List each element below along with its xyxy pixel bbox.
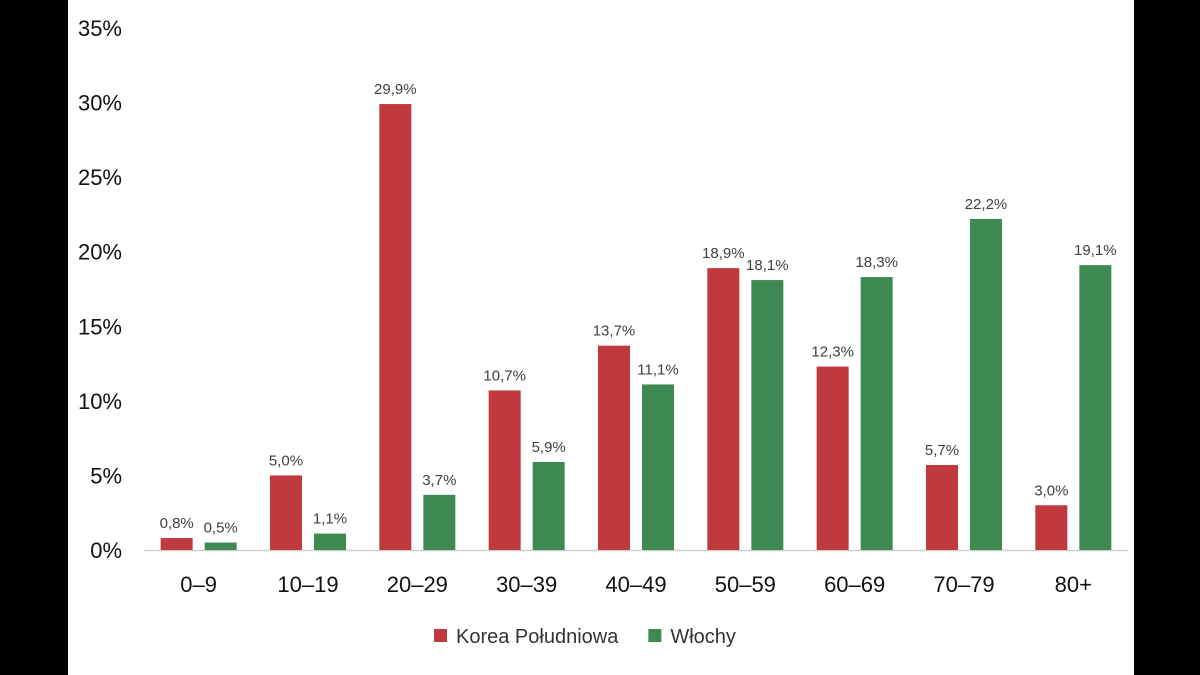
data-labels-group: 0,8% 0,5% 5,0% 1,1% 29,9% 3,7% 10,7% 5,9% 13,7% 1… [160,81,1117,536]
chart-panel: 0% 5% 10% 15% 20% 25% 30% 35% 0,8% 0,5% 5,0% 1,1% 2… [68,0,1134,675]
data-label: 18,1% [746,257,789,274]
x-tick-label: 20–29 [387,572,448,597]
data-label: 3,7% [422,472,456,489]
bar-wlochy [423,494,456,550]
y-tick-label: 15% [78,314,122,339]
y-tick-label: 0% [90,538,122,563]
legend: Korea Południowa Włochy [434,626,736,648]
data-label: 5,7% [925,442,959,459]
x-tick-label: 50–59 [715,572,776,597]
bar-wlochy [532,462,565,550]
bar-wlochy [751,280,784,550]
data-label: 5,9% [532,439,566,456]
bar-korea [270,475,302,550]
data-label: 5,0% [269,452,303,469]
bar-korea [707,268,740,550]
y-tick-label: 10% [78,389,122,414]
y-tick-label: 20% [78,240,122,265]
legend-swatch [648,629,662,642]
data-label: 18,3% [855,254,898,271]
bars-group [160,104,1112,550]
data-label: 29,9% [374,81,417,98]
y-tick-label: 30% [78,91,122,116]
legend-label: Korea Południowa [456,626,619,648]
x-tick-label: 80+ [1055,572,1092,597]
bar-korea [1035,505,1068,550]
data-label: 12,3% [811,344,854,361]
data-label: 13,7% [593,323,636,340]
data-label: 18,9% [702,245,745,262]
x-tick-label: 10–19 [277,572,338,597]
x-tick-label: 30–39 [496,572,557,597]
bar-korea [598,345,630,550]
x-tick-label: 70–79 [933,572,994,597]
data-label: 19,1% [1074,242,1117,259]
x-tick-label: 40–49 [605,572,666,597]
data-label: 22,2% [965,196,1008,213]
x-tick-label: 60–69 [824,572,885,597]
bar-wlochy [970,218,1002,550]
bar-wlochy [1079,265,1112,550]
bar-wlochy [860,277,893,550]
bar-wlochy [314,533,346,550]
legend-swatch [434,629,447,642]
bar-korea [160,538,193,550]
bar-chart: 0% 5% 10% 15% 20% 25% 30% 35% 0,8% 0,5% 5,0% 1,1% 2… [78,16,1128,648]
bar-wlochy [642,384,674,550]
bar-korea [816,366,849,550]
y-tick-label: 5% [90,463,122,488]
x-tick-label: 0–9 [180,572,217,597]
data-label: 0,5% [204,520,238,537]
y-tick-label: 35% [78,16,122,41]
data-label: 10,7% [483,367,526,384]
y-axis: 0% 5% 10% 15% 20% 25% 30% 35% [78,16,122,563]
y-tick-label: 25% [78,165,122,190]
data-label: 0,8% [160,515,194,532]
data-label: 1,1% [313,511,347,528]
bar-korea [379,104,412,550]
x-axis: 0–9 10–19 20–29 30–39 40–49 50–59 60–69 70–79 80… [180,572,1092,597]
bar-wlochy [204,542,237,550]
data-label: 11,1% [637,361,678,378]
data-label: 3,0% [1034,482,1068,499]
legend-label: Włochy [670,626,736,648]
bar-korea [488,390,521,550]
bar-korea [926,464,958,550]
